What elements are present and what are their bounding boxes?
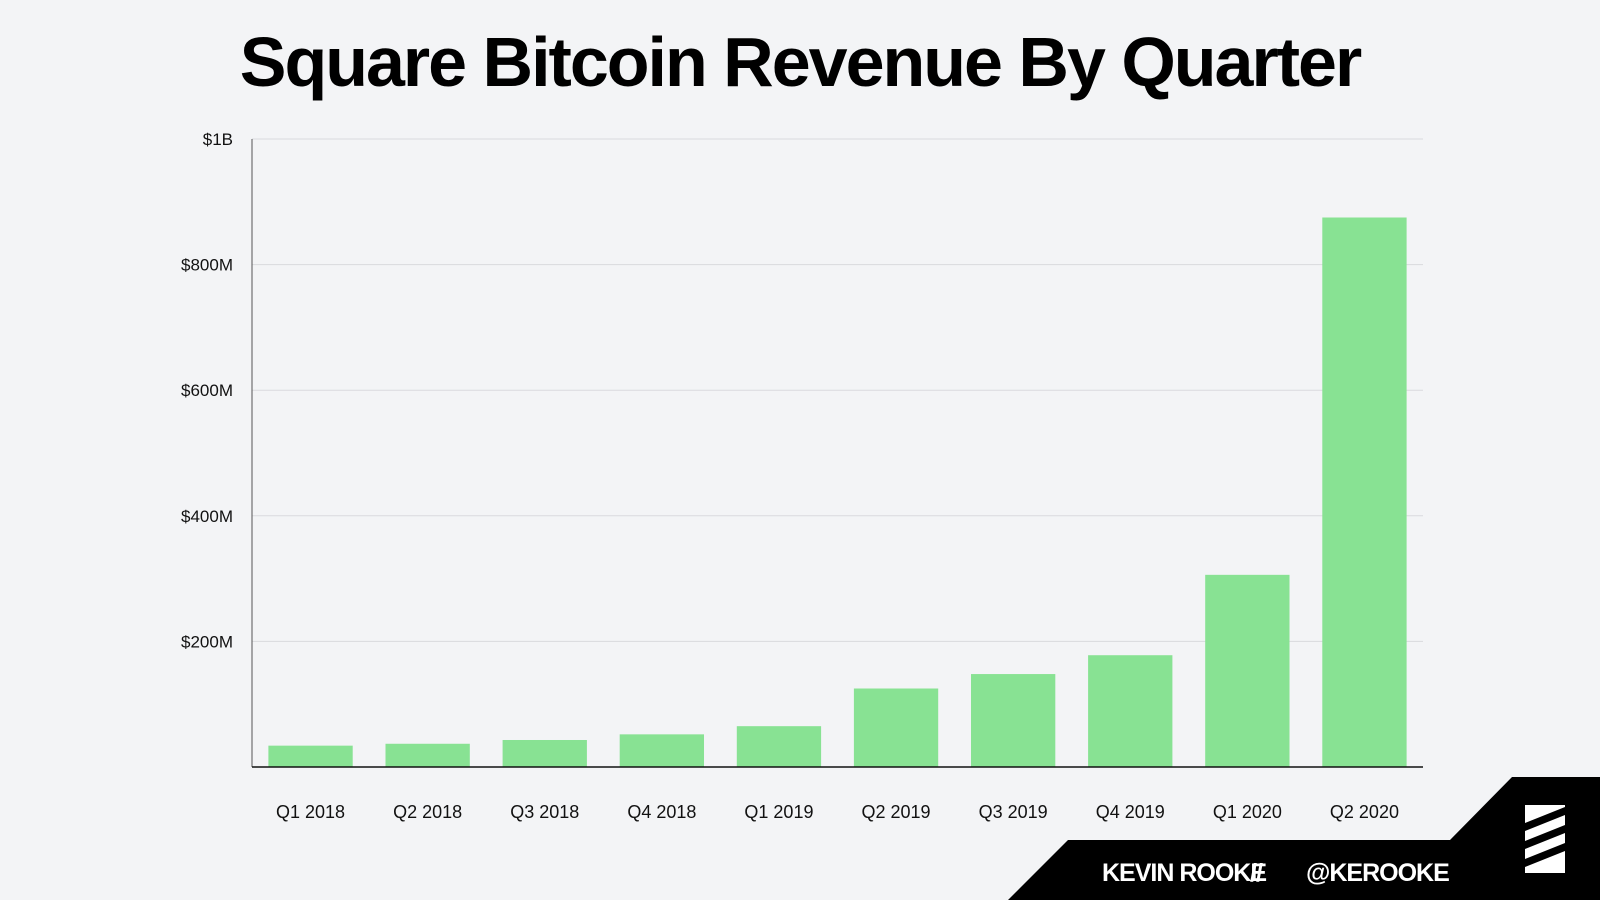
- x-tick-label: Q1 2020: [1213, 802, 1282, 822]
- y-tick-label: $600M: [181, 381, 233, 400]
- footer-author: KEVIN ROOKE: [1102, 859, 1266, 887]
- footer-handle: @KEROOKE: [1306, 859, 1449, 887]
- striped-square-logo-icon: [1525, 805, 1565, 873]
- y-tick-label: $1B: [203, 130, 233, 149]
- footer-banner: KEVIN ROOKE // @KEROOKE: [1008, 777, 1600, 900]
- bar: [502, 739, 587, 767]
- gridlines: [252, 138, 1423, 642]
- bar: [268, 745, 353, 767]
- x-tick-labels: Q1 2018 Q2 2018 Q3 2018 Q4 2018 Q1 2019 Q2 20…: [276, 802, 1399, 822]
- bar: [1322, 217, 1407, 767]
- y-tick-label: $200M: [181, 632, 233, 651]
- x-tick-label: Q2 2020: [1330, 802, 1399, 822]
- bar: [970, 674, 1056, 767]
- x-tick-label: Q1 2019: [744, 802, 813, 822]
- bar: [1205, 574, 1290, 767]
- x-tick-label: Q2 2019: [862, 802, 931, 822]
- x-tick-label: Q4 2019: [1096, 802, 1165, 822]
- bars: [268, 217, 1407, 767]
- x-tick-label: Q1 2018: [276, 802, 345, 822]
- x-tick-label: Q3 2018: [510, 802, 579, 822]
- bar: [619, 734, 705, 767]
- bar: [853, 688, 939, 767]
- x-tick-label: Q4 2018: [627, 802, 696, 822]
- bar: [736, 726, 822, 767]
- footer-separator: //: [1250, 859, 1263, 887]
- x-tick-label: Q3 2019: [979, 802, 1048, 822]
- bar: [385, 743, 470, 767]
- chart-title: Square Bitcoin Revenue By Quarter: [239, 23, 1362, 101]
- y-tick-labels: $200M $400M $600M $800M $1B: [181, 130, 233, 651]
- y-tick-label: $800M: [181, 256, 233, 275]
- y-tick-label: $400M: [181, 507, 233, 526]
- footer-background: [1008, 777, 1600, 900]
- bar: [1088, 655, 1173, 767]
- x-tick-label: Q2 2018: [393, 802, 462, 822]
